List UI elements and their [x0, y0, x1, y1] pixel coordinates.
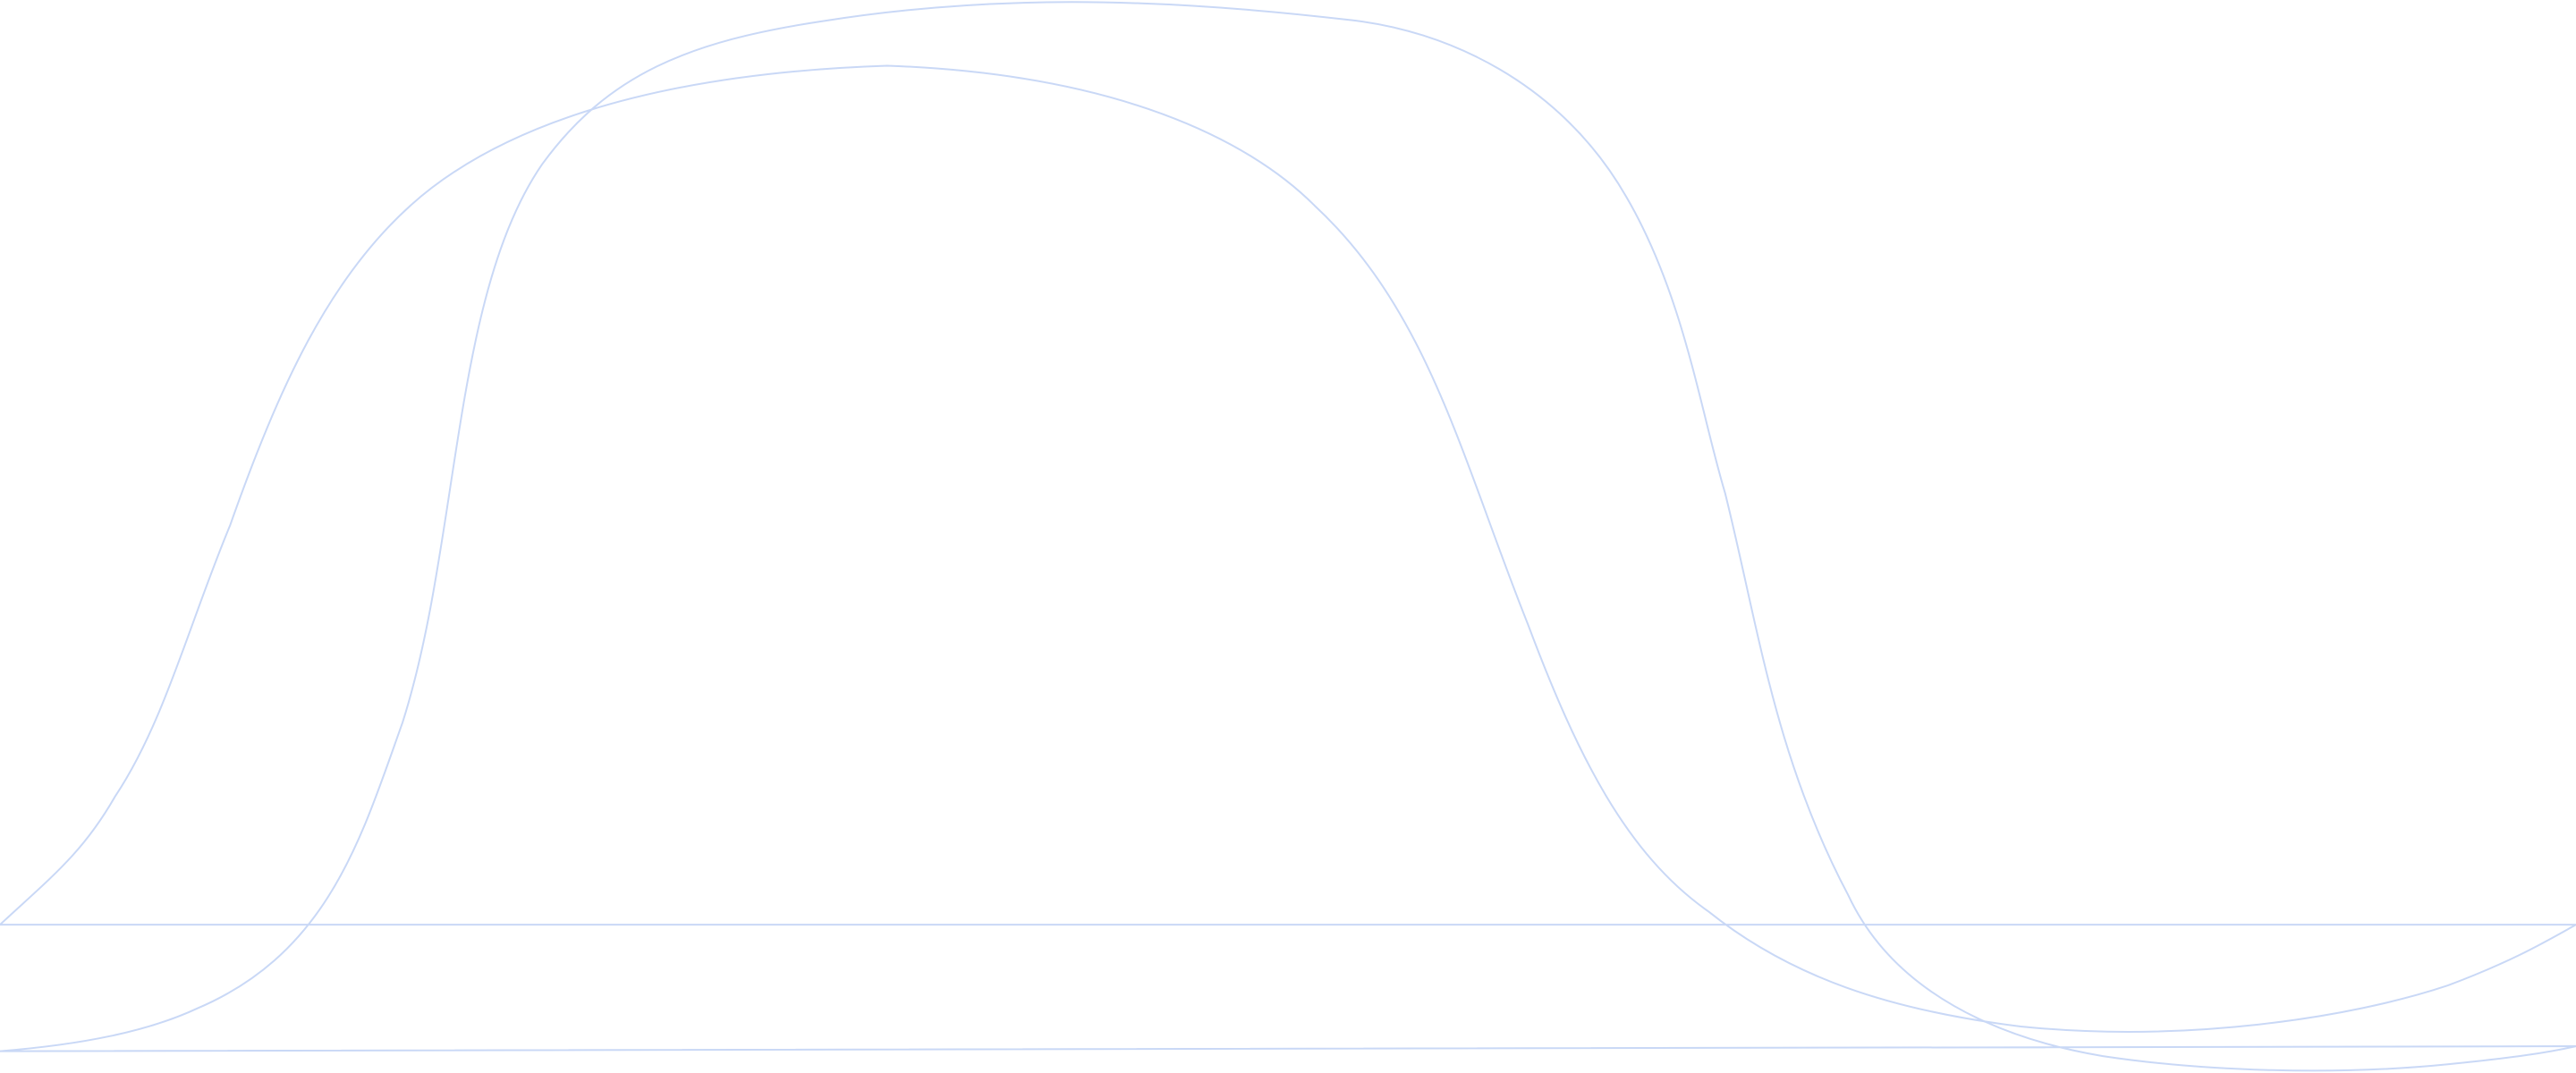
wave-shape-front: [0, 65, 2576, 1031]
